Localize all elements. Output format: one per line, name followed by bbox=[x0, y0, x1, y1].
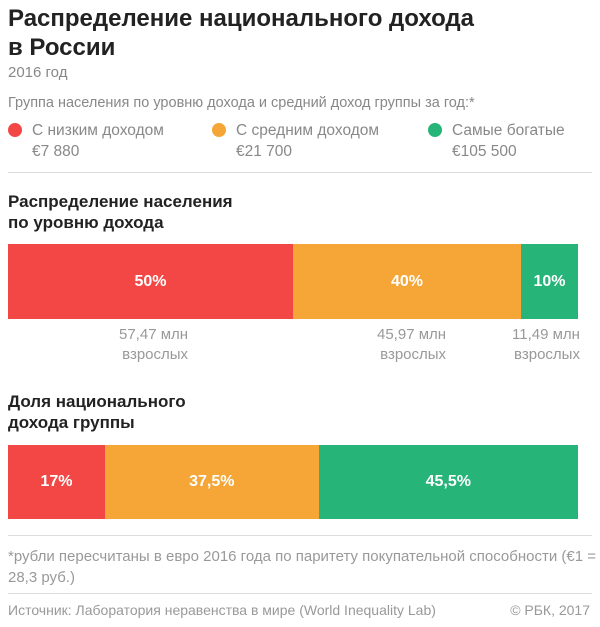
footnote: *рубли пересчитаны в евро 2016 года по п… bbox=[8, 548, 597, 586]
legend-value-middle-income: €21 700 bbox=[236, 143, 293, 160]
legend-value-low-income: €7 880 bbox=[32, 143, 80, 160]
divider-footer bbox=[8, 593, 592, 594]
bar-value-label: 50% bbox=[134, 272, 167, 290]
legend-dot-middle-income bbox=[212, 123, 226, 137]
bar-value-label: 37,5% bbox=[189, 473, 235, 490]
bar-value-label: 10% bbox=[533, 272, 566, 290]
bar-segment-low-income-population: 50% bbox=[8, 244, 293, 319]
segment-annotation-low-income: 57,47 млн взрослых bbox=[119, 326, 189, 363]
income-share-stacked-bar: 17% 37,5% 45,5% bbox=[8, 445, 578, 519]
population-chart-title: Распределение населения по уровню дохода bbox=[8, 192, 233, 232]
legend-label-richest: Самые богатые bbox=[452, 122, 565, 139]
bar-value-label: 40% bbox=[390, 272, 424, 290]
segment-annotation-middle-income: 45,97 млн взрослых bbox=[377, 326, 447, 363]
legend-value-richest: €105 500 bbox=[452, 143, 517, 160]
legend-dot-richest bbox=[428, 123, 442, 137]
segment-annotation-richest: 11,49 млн взрослых bbox=[512, 326, 580, 363]
bar-segment-richest-income-share: 45,5% bbox=[318, 445, 578, 519]
bar-segment-middle-income-income-share: 37,5% bbox=[104, 445, 319, 519]
chart-title: Распределение национального дохода в Рос… bbox=[8, 5, 475, 61]
legend-heading: Группа населения по уровню дохода и сред… bbox=[8, 95, 475, 111]
copyright: © РБК, 2017 bbox=[510, 602, 590, 618]
legend-label-middle-income: С средним доходом bbox=[236, 122, 380, 139]
bar-value-label: 17% bbox=[40, 473, 73, 490]
divider-top bbox=[8, 172, 592, 173]
population-stacked-bar: 50% 40% 10% bbox=[8, 244, 578, 319]
bar-segment-middle-income-population: 40% bbox=[293, 244, 521, 319]
chart-subtitle: 2016 год bbox=[8, 64, 68, 81]
legend-label-low-income: С низким доходом bbox=[32, 122, 164, 139]
bar-segment-richest-population: 10% bbox=[521, 244, 578, 319]
source-note: Источник: Лаборатория неравенства в мире… bbox=[8, 602, 436, 618]
bar-segment-low-income-income-share: 17% bbox=[8, 445, 105, 519]
legend-dot-low-income bbox=[8, 123, 22, 137]
bar-value-label: 45,5% bbox=[425, 473, 471, 490]
divider-bottom bbox=[8, 535, 592, 536]
income-share-chart-title: Доля национального дохода группы bbox=[8, 392, 186, 432]
